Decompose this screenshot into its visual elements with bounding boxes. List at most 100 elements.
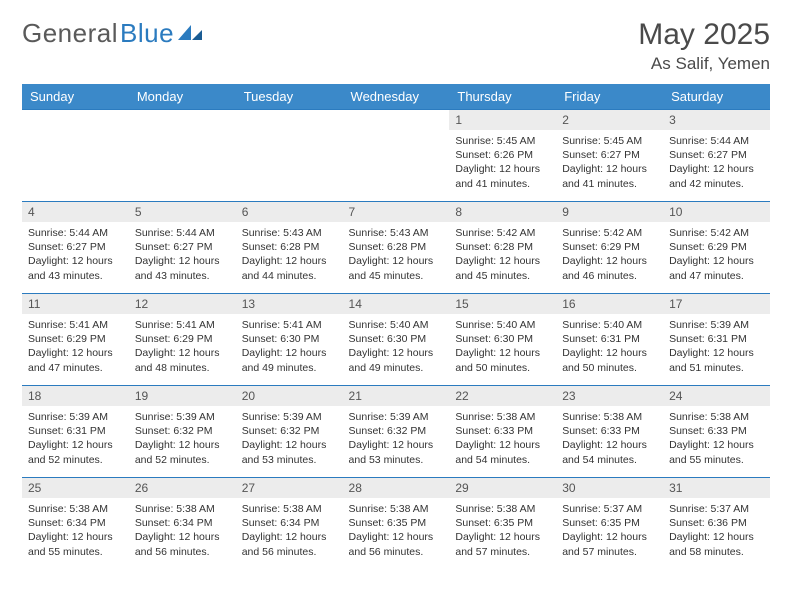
calendar-cell: 30Sunrise: 5:37 AMSunset: 6:35 PMDayligh… [556,478,663,570]
day-details: Sunrise: 5:44 AMSunset: 6:27 PMDaylight:… [129,222,236,287]
day-details: Sunrise: 5:39 AMSunset: 6:32 PMDaylight:… [343,406,450,471]
calendar-cell: 11Sunrise: 5:41 AMSunset: 6:29 PMDayligh… [22,294,129,386]
calendar-cell: 23Sunrise: 5:38 AMSunset: 6:33 PMDayligh… [556,386,663,478]
title-block: May 2025 As Salif, Yemen [638,18,770,74]
calendar-cell: 17Sunrise: 5:39 AMSunset: 6:31 PMDayligh… [663,294,770,386]
day-details: Sunrise: 5:38 AMSunset: 6:33 PMDaylight:… [556,406,663,471]
calendar-cell: 6Sunrise: 5:43 AMSunset: 6:28 PMDaylight… [236,202,343,294]
calendar-week-row: 25Sunrise: 5:38 AMSunset: 6:34 PMDayligh… [22,478,770,570]
day-of-week-header: Monday [129,84,236,110]
day-number: 16 [556,294,663,314]
day-of-week-header: Sunday [22,84,129,110]
day-number: 22 [449,386,556,406]
day-number: 31 [663,478,770,498]
day-number: 1 [449,110,556,130]
day-number [129,110,236,130]
day-number: 2 [556,110,663,130]
calendar-cell: 16Sunrise: 5:40 AMSunset: 6:31 PMDayligh… [556,294,663,386]
calendar-cell: 13Sunrise: 5:41 AMSunset: 6:30 PMDayligh… [236,294,343,386]
day-number: 28 [343,478,450,498]
brand-logo: GeneralBlue [22,18,204,49]
day-number: 11 [22,294,129,314]
day-details: Sunrise: 5:38 AMSunset: 6:35 PMDaylight:… [449,498,556,563]
calendar-cell [129,110,236,202]
day-number: 24 [663,386,770,406]
calendar-cell: 29Sunrise: 5:38 AMSunset: 6:35 PMDayligh… [449,478,556,570]
day-of-week-header: Thursday [449,84,556,110]
calendar-cell: 3Sunrise: 5:44 AMSunset: 6:27 PMDaylight… [663,110,770,202]
day-details: Sunrise: 5:44 AMSunset: 6:27 PMDaylight:… [663,130,770,195]
day-number: 3 [663,110,770,130]
calendar-cell: 12Sunrise: 5:41 AMSunset: 6:29 PMDayligh… [129,294,236,386]
day-number: 13 [236,294,343,314]
calendar-cell: 9Sunrise: 5:42 AMSunset: 6:29 PMDaylight… [556,202,663,294]
calendar-week-row: 1Sunrise: 5:45 AMSunset: 6:26 PMDaylight… [22,110,770,202]
month-title: May 2025 [638,18,770,52]
calendar-cell: 19Sunrise: 5:39 AMSunset: 6:32 PMDayligh… [129,386,236,478]
day-number: 8 [449,202,556,222]
day-details: Sunrise: 5:38 AMSunset: 6:33 PMDaylight:… [449,406,556,471]
day-details: Sunrise: 5:39 AMSunset: 6:32 PMDaylight:… [236,406,343,471]
calendar-cell: 5Sunrise: 5:44 AMSunset: 6:27 PMDaylight… [129,202,236,294]
day-details: Sunrise: 5:42 AMSunset: 6:29 PMDaylight:… [556,222,663,287]
day-number: 30 [556,478,663,498]
day-number: 19 [129,386,236,406]
day-number [343,110,450,130]
day-number: 29 [449,478,556,498]
calendar-cell: 31Sunrise: 5:37 AMSunset: 6:36 PMDayligh… [663,478,770,570]
day-number: 10 [663,202,770,222]
day-of-week-header: Wednesday [343,84,450,110]
calendar-cell: 10Sunrise: 5:42 AMSunset: 6:29 PMDayligh… [663,202,770,294]
calendar-cell: 22Sunrise: 5:38 AMSunset: 6:33 PMDayligh… [449,386,556,478]
calendar-cell: 4Sunrise: 5:44 AMSunset: 6:27 PMDaylight… [22,202,129,294]
day-of-week-header: Saturday [663,84,770,110]
location-label: As Salif, Yemen [638,54,770,74]
calendar-cell: 28Sunrise: 5:38 AMSunset: 6:35 PMDayligh… [343,478,450,570]
day-details: Sunrise: 5:38 AMSunset: 6:33 PMDaylight:… [663,406,770,471]
day-number: 23 [556,386,663,406]
brand-part2: Blue [120,18,174,49]
day-number: 17 [663,294,770,314]
calendar-cell: 1Sunrise: 5:45 AMSunset: 6:26 PMDaylight… [449,110,556,202]
day-number: 25 [22,478,129,498]
day-number: 12 [129,294,236,314]
calendar-cell: 14Sunrise: 5:40 AMSunset: 6:30 PMDayligh… [343,294,450,386]
day-number: 27 [236,478,343,498]
day-details: Sunrise: 5:39 AMSunset: 6:32 PMDaylight:… [129,406,236,471]
calendar-cell: 26Sunrise: 5:38 AMSunset: 6:34 PMDayligh… [129,478,236,570]
day-number: 18 [22,386,129,406]
calendar-cell: 8Sunrise: 5:42 AMSunset: 6:28 PMDaylight… [449,202,556,294]
day-of-week-header: Friday [556,84,663,110]
day-number [22,110,129,130]
calendar-cell: 18Sunrise: 5:39 AMSunset: 6:31 PMDayligh… [22,386,129,478]
day-number: 14 [343,294,450,314]
calendar-cell: 20Sunrise: 5:39 AMSunset: 6:32 PMDayligh… [236,386,343,478]
calendar-week-row: 4Sunrise: 5:44 AMSunset: 6:27 PMDaylight… [22,202,770,294]
day-number: 6 [236,202,343,222]
calendar-cell: 2Sunrise: 5:45 AMSunset: 6:27 PMDaylight… [556,110,663,202]
sail-icon [178,18,204,49]
day-number: 4 [22,202,129,222]
day-number: 5 [129,202,236,222]
day-details: Sunrise: 5:40 AMSunset: 6:30 PMDaylight:… [449,314,556,379]
day-number [236,110,343,130]
day-details: Sunrise: 5:37 AMSunset: 6:36 PMDaylight:… [663,498,770,563]
calendar-cell: 15Sunrise: 5:40 AMSunset: 6:30 PMDayligh… [449,294,556,386]
calendar-cell [236,110,343,202]
day-details: Sunrise: 5:38 AMSunset: 6:34 PMDaylight:… [22,498,129,563]
day-details: Sunrise: 5:43 AMSunset: 6:28 PMDaylight:… [236,222,343,287]
day-details: Sunrise: 5:37 AMSunset: 6:35 PMDaylight:… [556,498,663,563]
brand-part1: General [22,18,118,49]
calendar-cell: 27Sunrise: 5:38 AMSunset: 6:34 PMDayligh… [236,478,343,570]
day-details: Sunrise: 5:41 AMSunset: 6:29 PMDaylight:… [129,314,236,379]
day-number: 21 [343,386,450,406]
calendar-cell: 21Sunrise: 5:39 AMSunset: 6:32 PMDayligh… [343,386,450,478]
day-details: Sunrise: 5:43 AMSunset: 6:28 PMDaylight:… [343,222,450,287]
calendar-cell [22,110,129,202]
day-details: Sunrise: 5:45 AMSunset: 6:26 PMDaylight:… [449,130,556,195]
day-of-week-row: SundayMondayTuesdayWednesdayThursdayFrid… [22,84,770,110]
day-details: Sunrise: 5:39 AMSunset: 6:31 PMDaylight:… [22,406,129,471]
day-number: 7 [343,202,450,222]
calendar-cell: 7Sunrise: 5:43 AMSunset: 6:28 PMDaylight… [343,202,450,294]
day-details: Sunrise: 5:39 AMSunset: 6:31 PMDaylight:… [663,314,770,379]
